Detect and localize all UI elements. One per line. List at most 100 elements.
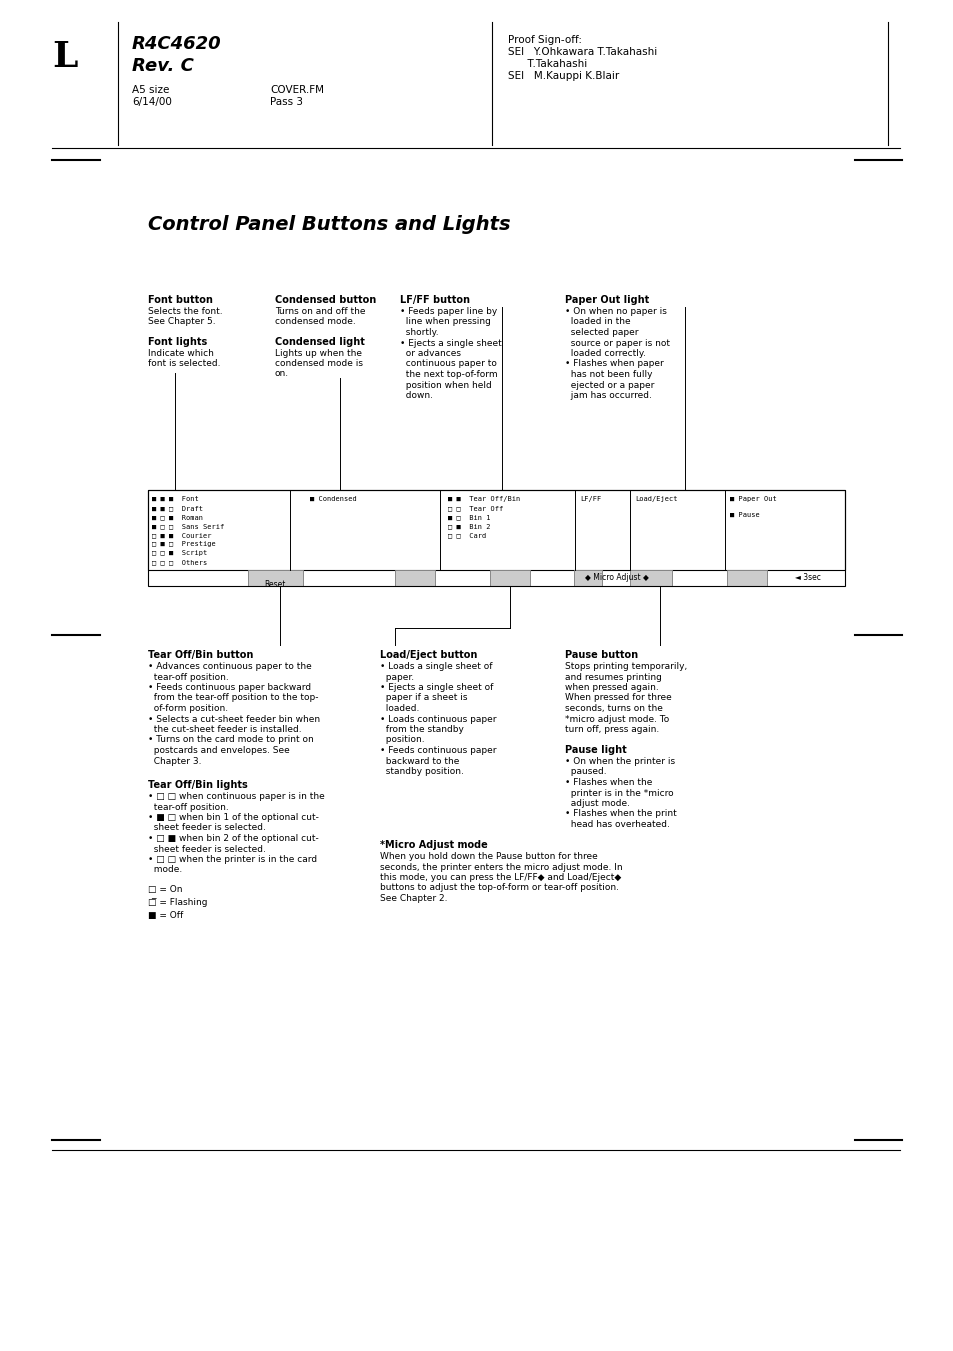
Text: Tear Off/Bin button: Tear Off/Bin button (148, 650, 253, 661)
Text: loaded in the: loaded in the (564, 317, 630, 327)
Text: T.Takahashi: T.Takahashi (507, 59, 587, 69)
Text: • Ejects a single sheet of: • Ejects a single sheet of (379, 684, 493, 692)
Bar (148, 490, 844, 570)
Text: ■ = Off: ■ = Off (148, 911, 183, 920)
Text: □ ■ □  Prestige: □ ■ □ Prestige (152, 540, 215, 547)
Text: head has overheated.: head has overheated. (564, 820, 669, 830)
Text: Pass 3: Pass 3 (270, 97, 303, 107)
Text: Stops printing temporarily,: Stops printing temporarily, (564, 662, 686, 671)
Text: • Turns on the card mode to print on: • Turns on the card mode to print on (148, 735, 314, 744)
Bar (726, 570, 766, 586)
Text: paper.: paper. (379, 673, 414, 681)
Text: backward to the: backward to the (379, 757, 459, 766)
Text: ■ □ ■  Roman: ■ □ ■ Roman (152, 513, 203, 520)
Text: See Chapter 2.: See Chapter 2. (379, 894, 447, 902)
Text: of-form position.: of-form position. (148, 704, 228, 713)
Text: • Ejects a single sheet: • Ejects a single sheet (399, 339, 501, 347)
Bar (574, 570, 601, 586)
Text: turn off, press again.: turn off, press again. (564, 725, 659, 734)
Text: • On when the printer is: • On when the printer is (564, 757, 675, 766)
Text: • Advances continuous paper to the: • Advances continuous paper to the (148, 662, 312, 671)
Text: *Micro Adjust mode: *Micro Adjust mode (379, 840, 487, 850)
Text: ■ Paper Out: ■ Paper Out (729, 496, 776, 503)
Text: □ = On: □ = On (148, 885, 182, 894)
Text: shortly.: shortly. (399, 328, 438, 336)
Text: line when pressing: line when pressing (399, 317, 491, 327)
Text: and resumes printing: and resumes printing (564, 673, 661, 681)
Text: ■ ■ ■  Font: ■ ■ ■ Font (152, 496, 198, 503)
Text: ■ □  Bin 1: ■ □ Bin 1 (448, 513, 490, 520)
Text: standby position.: standby position. (379, 767, 463, 775)
Text: Font lights: Font lights (148, 336, 207, 347)
Text: □ ■ ■  Courier: □ ■ ■ Courier (152, 532, 212, 538)
Text: on.: on. (274, 369, 289, 378)
Text: position.: position. (379, 735, 424, 744)
Text: • Flashes when the print: • Flashes when the print (564, 809, 676, 819)
Text: down.: down. (399, 390, 433, 400)
Text: • Flashes when paper: • Flashes when paper (564, 359, 663, 369)
Text: Pause light: Pause light (564, 744, 626, 755)
Bar (490, 570, 530, 586)
Text: L: L (52, 41, 77, 74)
Text: • Loads continuous paper: • Loads continuous paper (379, 715, 496, 724)
Text: font is selected.: font is selected. (148, 359, 220, 367)
Text: COVER.FM: COVER.FM (270, 85, 324, 95)
Text: ejected or a paper: ejected or a paper (564, 381, 654, 389)
Text: Pause button: Pause button (564, 650, 638, 661)
Text: jam has occurred.: jam has occurred. (564, 390, 651, 400)
Text: • Feeds continuous paper: • Feeds continuous paper (379, 746, 496, 755)
Text: □̅ = Flashing: □̅ = Flashing (148, 898, 208, 907)
Text: A5 size: A5 size (132, 85, 170, 95)
Text: ■ Pause: ■ Pause (729, 512, 759, 517)
Text: Proof Sign-off:: Proof Sign-off: (507, 35, 581, 45)
Text: Turns on and off the: Turns on and off the (274, 307, 365, 316)
Bar (248, 570, 303, 586)
Text: ■ Condensed: ■ Condensed (310, 496, 356, 503)
Text: tear-off position.: tear-off position. (148, 802, 229, 812)
Text: • Selects a cut-sheet feeder bin when: • Selects a cut-sheet feeder bin when (148, 715, 320, 724)
Text: has not been fully: has not been fully (564, 370, 652, 380)
Text: condensed mode.: condensed mode. (274, 317, 355, 326)
Text: adjust mode.: adjust mode. (564, 798, 629, 808)
Text: Paper Out light: Paper Out light (564, 295, 649, 305)
Text: the cut-sheet feeder is installed.: the cut-sheet feeder is installed. (148, 725, 301, 734)
Text: sheet feeder is selected.: sheet feeder is selected. (148, 844, 266, 854)
Text: sheet feeder is selected.: sheet feeder is selected. (148, 824, 266, 832)
Text: SEI   M.Kauppi K.Blair: SEI M.Kauppi K.Blair (507, 72, 618, 81)
Text: Chapter 3.: Chapter 3. (148, 757, 201, 766)
Text: • Flashes when the: • Flashes when the (564, 778, 652, 788)
Text: Tear Off/Bin lights: Tear Off/Bin lights (148, 780, 248, 790)
Text: the next top-of-form: the next top-of-form (399, 370, 497, 380)
Text: 6/14/00: 6/14/00 (132, 97, 172, 107)
Bar (148, 490, 844, 586)
Text: □ □ ■  Script: □ □ ■ Script (152, 550, 207, 557)
Text: □ ■  Bin 2: □ ■ Bin 2 (448, 523, 490, 530)
Text: from the standby: from the standby (379, 725, 463, 734)
Text: Selects the font.: Selects the font. (148, 307, 222, 316)
Text: *micro adjust mode. To: *micro adjust mode. To (564, 715, 669, 724)
Text: condensed mode is: condensed mode is (274, 359, 363, 367)
Text: seconds, turns on the: seconds, turns on the (564, 704, 662, 713)
Text: See Chapter 5.: See Chapter 5. (148, 317, 215, 326)
Text: loaded.: loaded. (379, 704, 419, 713)
Text: Condensed light: Condensed light (274, 336, 364, 347)
Text: continuous paper to: continuous paper to (399, 359, 497, 369)
Text: tear-off position.: tear-off position. (148, 673, 229, 681)
Bar (629, 570, 671, 586)
Text: paper if a sheet is: paper if a sheet is (379, 693, 467, 703)
Text: source or paper is not: source or paper is not (564, 339, 669, 347)
Text: ◆ Micro Adjust ◆: ◆ Micro Adjust ◆ (584, 573, 648, 582)
Text: paused.: paused. (564, 767, 606, 777)
Text: LF/FF: LF/FF (579, 496, 600, 503)
Text: • □ ■ when bin 2 of the optional cut-: • □ ■ when bin 2 of the optional cut- (148, 834, 318, 843)
Text: position when held: position when held (399, 381, 491, 389)
Text: loaded correctly.: loaded correctly. (564, 349, 645, 358)
Text: ■ □ □  Sans Serif: ■ □ □ Sans Serif (152, 523, 224, 530)
Text: ■ ■  Tear Off/Bin: ■ ■ Tear Off/Bin (448, 496, 519, 503)
Text: • ■ □ when bin 1 of the optional cut-: • ■ □ when bin 1 of the optional cut- (148, 813, 318, 821)
Text: Indicate which: Indicate which (148, 349, 213, 358)
Text: □ □  Tear Off: □ □ Tear Off (448, 505, 503, 511)
Text: printer is in the *micro: printer is in the *micro (564, 789, 673, 797)
Text: ■ ■ □  Draft: ■ ■ □ Draft (152, 505, 203, 511)
Text: seconds, the printer enters the micro adjust mode. In: seconds, the printer enters the micro ad… (379, 862, 622, 871)
